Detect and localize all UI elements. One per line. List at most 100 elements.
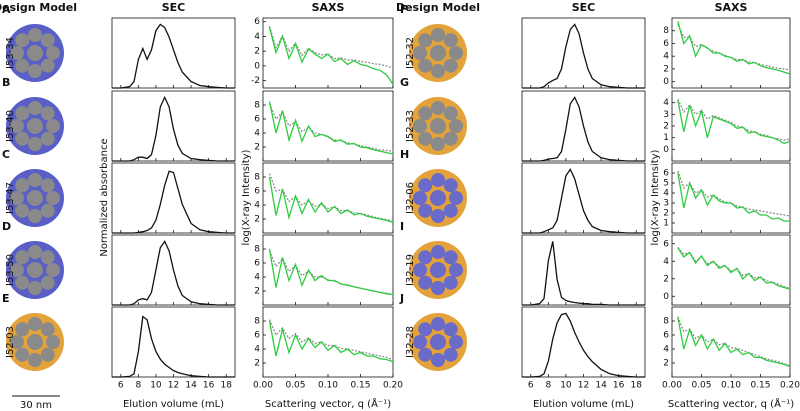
model-subunit xyxy=(413,46,427,60)
x-tick-label: 0.00 xyxy=(253,381,273,391)
model-subunit xyxy=(443,275,458,290)
x-tick-label: 0.00 xyxy=(662,381,682,391)
y-tick-label: 0 xyxy=(663,77,669,87)
model-subunit xyxy=(449,119,463,133)
plot-frame xyxy=(671,162,791,234)
model-subunit xyxy=(449,191,463,205)
y-tick-label: 4 xyxy=(254,129,260,139)
y-tick-label: 0 xyxy=(254,61,260,71)
model-subunit xyxy=(40,131,55,146)
model-subunit xyxy=(28,245,42,259)
x-tick-label: 14 xyxy=(595,381,607,391)
model-subunit xyxy=(10,263,24,277)
x-tick-label: 16 xyxy=(203,381,215,391)
y-tick-label: 4 xyxy=(254,201,260,211)
model-subunit xyxy=(431,64,445,78)
model-core xyxy=(27,118,43,134)
y-tick-label: 2 xyxy=(254,47,260,57)
model-subunit xyxy=(10,335,24,349)
model-subunit xyxy=(40,33,55,48)
y-tick-label: 2 xyxy=(254,359,260,369)
model-subunit xyxy=(431,281,445,295)
model-subunit xyxy=(431,137,445,151)
x-tick-label: 12 xyxy=(578,381,589,391)
model-subunit xyxy=(46,335,60,349)
model-name: I52-32 xyxy=(405,37,416,69)
model-name: I53-47 xyxy=(5,182,16,214)
model-subunit xyxy=(15,250,30,265)
x-tick-label: 10 xyxy=(560,381,572,391)
plot-frame xyxy=(521,162,646,234)
model-subunit xyxy=(431,28,445,42)
y-tick-label: 2 xyxy=(254,143,260,153)
data-line xyxy=(112,23,235,89)
model-subunit xyxy=(28,101,42,115)
model-subunit xyxy=(10,46,24,60)
data-line xyxy=(522,168,645,234)
data-line xyxy=(677,317,791,368)
model-subunit xyxy=(418,131,433,146)
panel-letter: G xyxy=(400,76,409,89)
data-line xyxy=(522,96,645,162)
panel-letter: H xyxy=(400,148,409,161)
model-subunit xyxy=(28,317,42,331)
model-subunit xyxy=(418,106,433,121)
model-subunit xyxy=(431,317,445,331)
x-tick-label: 18 xyxy=(630,381,642,391)
model-subunit xyxy=(418,203,433,218)
model-name: I52-33 xyxy=(405,110,416,142)
model-subunit xyxy=(15,178,30,193)
model-subunit xyxy=(28,137,42,151)
x-axis-label: Elution volume (mL) xyxy=(123,399,224,410)
model-subunit xyxy=(28,209,42,223)
model-name: I52-03 xyxy=(5,326,16,358)
plot-frame xyxy=(521,306,646,378)
y-tick-label: 4 xyxy=(663,52,669,62)
model-subunit xyxy=(28,353,42,367)
data-line xyxy=(268,176,394,224)
y-tick-label: 4 xyxy=(663,345,669,355)
model-name: I32-06 xyxy=(405,182,416,214)
y-tick-label: 2 xyxy=(663,274,669,284)
model-core xyxy=(27,45,43,61)
x-tick-label: 10 xyxy=(150,381,162,391)
y-tick-label: 4 xyxy=(663,98,669,108)
model-subunit xyxy=(449,335,463,349)
x-tick-label: 6 xyxy=(528,381,534,391)
model-subunit xyxy=(15,347,30,362)
y-tick-label: 8 xyxy=(254,317,260,327)
model-name: I53-40 xyxy=(5,110,16,142)
data-line xyxy=(112,240,235,306)
y-tick-label: 1 xyxy=(663,133,669,143)
y-tick-label: 8 xyxy=(254,173,260,183)
data-line xyxy=(677,172,790,222)
y-tick-label: 6 xyxy=(254,115,260,125)
data-line xyxy=(522,241,645,306)
model-core xyxy=(430,190,446,206)
y-tick-label: 3 xyxy=(663,110,669,120)
model-subunit xyxy=(10,119,24,133)
x-axis-label: Scattering vector, q (Å⁻¹) xyxy=(265,397,391,410)
model-subunit xyxy=(443,33,458,48)
data-line xyxy=(677,100,791,145)
model-subunit xyxy=(449,46,463,60)
data-line xyxy=(677,98,791,141)
x-tick-label: 0.20 xyxy=(383,381,403,391)
model-core xyxy=(27,190,43,206)
y-tick-label: 6 xyxy=(254,331,260,341)
y-tick-label: 2 xyxy=(663,64,669,74)
y-axis-label: log(X-ray Intensity) xyxy=(241,149,252,245)
column-header: Design Model xyxy=(396,1,480,14)
plot-frame xyxy=(671,17,791,89)
model-subunit xyxy=(15,33,30,48)
model-subunit xyxy=(418,275,433,290)
model-name: I53-50 xyxy=(5,254,16,286)
y-tick-label: 6 xyxy=(663,39,669,49)
x-tick-label: 14 xyxy=(185,381,197,391)
data-line xyxy=(522,23,645,89)
model-subunit xyxy=(15,58,30,73)
model-subunit xyxy=(449,263,463,277)
y-tick-label: 8 xyxy=(663,317,669,327)
chart-title: SEC xyxy=(572,1,596,14)
